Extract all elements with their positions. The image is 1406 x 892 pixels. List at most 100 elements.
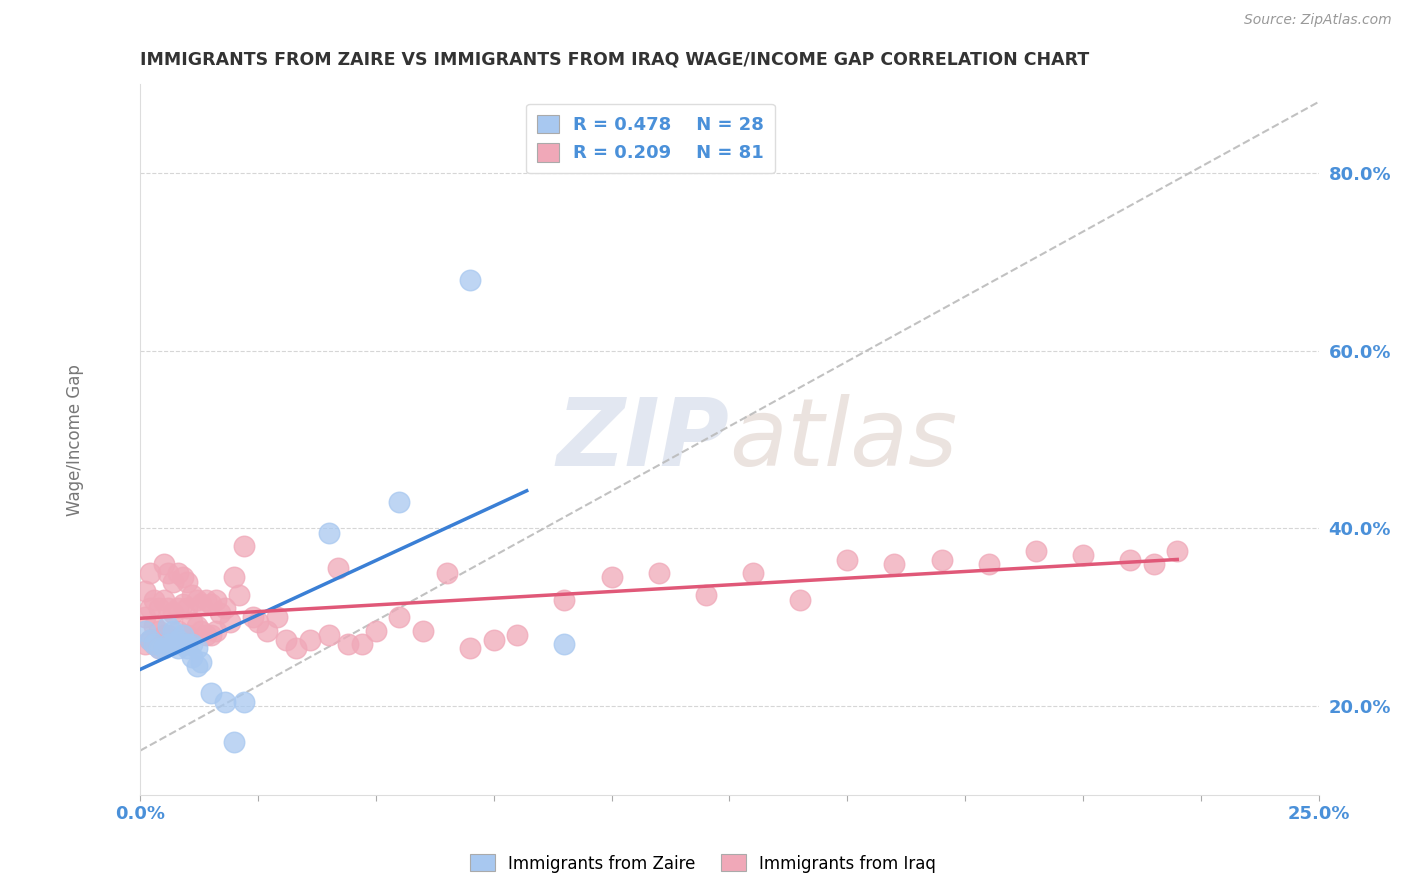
Point — [172, 628, 194, 642]
Point — [336, 637, 359, 651]
Text: IMMIGRANTS FROM ZAIRE VS IMMIGRANTS FROM IRAQ WAGE/INCOME GAP CORRELATION CHART: IMMIGRANTS FROM ZAIRE VS IMMIGRANTS FROM… — [141, 51, 1090, 69]
Point — [200, 686, 222, 700]
Point — [200, 597, 222, 611]
Point — [883, 557, 905, 571]
Point — [200, 628, 222, 642]
Point — [138, 601, 160, 615]
Point — [143, 637, 166, 651]
Point — [232, 695, 254, 709]
Point — [318, 525, 340, 540]
Point — [167, 601, 190, 615]
Point — [1071, 548, 1094, 562]
Point — [247, 615, 270, 629]
Point — [224, 570, 246, 584]
Point — [553, 592, 575, 607]
Text: ZIP: ZIP — [557, 393, 730, 485]
Point — [284, 641, 307, 656]
Point — [190, 624, 212, 638]
Point — [162, 637, 184, 651]
Point — [350, 637, 373, 651]
Point — [181, 637, 204, 651]
Point — [181, 650, 204, 665]
Text: atlas: atlas — [730, 394, 957, 485]
Point — [218, 615, 240, 629]
Point — [157, 628, 180, 642]
Point — [931, 552, 953, 566]
Point — [209, 606, 232, 620]
Point — [143, 592, 166, 607]
Point — [162, 606, 184, 620]
Point — [138, 632, 160, 647]
Point — [157, 566, 180, 580]
Point — [214, 695, 236, 709]
Point — [157, 601, 180, 615]
Point — [412, 624, 434, 638]
Point — [242, 610, 264, 624]
Point — [138, 566, 160, 580]
Legend: Immigrants from Zaire, Immigrants from Iraq: Immigrants from Zaire, Immigrants from I… — [464, 847, 942, 880]
Point — [789, 592, 811, 607]
Point — [148, 641, 170, 656]
Point — [1166, 543, 1188, 558]
Point — [157, 637, 180, 651]
Point — [214, 601, 236, 615]
Point — [172, 597, 194, 611]
Point — [148, 601, 170, 615]
Point — [458, 272, 481, 286]
Point — [176, 601, 198, 615]
Point — [190, 655, 212, 669]
Point — [1143, 557, 1166, 571]
Point — [134, 624, 156, 638]
Point — [482, 632, 505, 647]
Point — [167, 624, 190, 638]
Point — [1025, 543, 1047, 558]
Point — [176, 574, 198, 589]
Point — [204, 592, 226, 607]
Point — [186, 641, 208, 656]
Point — [162, 574, 184, 589]
Point — [152, 592, 174, 607]
Point — [143, 619, 166, 633]
Point — [152, 628, 174, 642]
Point — [152, 641, 174, 656]
Point — [298, 632, 321, 647]
Point — [167, 566, 190, 580]
Point — [228, 588, 250, 602]
Point — [256, 624, 278, 638]
Point — [152, 557, 174, 571]
Point — [138, 632, 160, 647]
Point — [157, 619, 180, 633]
Point — [458, 641, 481, 656]
Point — [364, 624, 387, 638]
Point — [977, 557, 1000, 571]
Point — [276, 632, 298, 647]
Point — [167, 632, 190, 647]
Point — [162, 632, 184, 647]
Point — [181, 615, 204, 629]
Point — [181, 588, 204, 602]
Point — [143, 637, 166, 651]
Point — [176, 628, 198, 642]
Text: Source: ZipAtlas.com: Source: ZipAtlas.com — [1244, 13, 1392, 28]
Point — [172, 570, 194, 584]
Point — [134, 637, 156, 651]
Point — [172, 637, 194, 651]
Point — [204, 624, 226, 638]
Point — [186, 592, 208, 607]
Point — [176, 641, 198, 656]
Point — [148, 624, 170, 638]
Point — [328, 561, 350, 575]
Point — [195, 592, 218, 607]
Point — [224, 735, 246, 749]
Point — [186, 619, 208, 633]
Point — [695, 588, 717, 602]
Point — [176, 637, 198, 651]
Point — [742, 566, 765, 580]
Point — [388, 610, 411, 624]
Point — [232, 539, 254, 553]
Point — [172, 628, 194, 642]
Point — [506, 628, 529, 642]
Point — [134, 583, 156, 598]
Text: Wage/Income Gap: Wage/Income Gap — [66, 364, 84, 516]
Point — [167, 641, 190, 656]
